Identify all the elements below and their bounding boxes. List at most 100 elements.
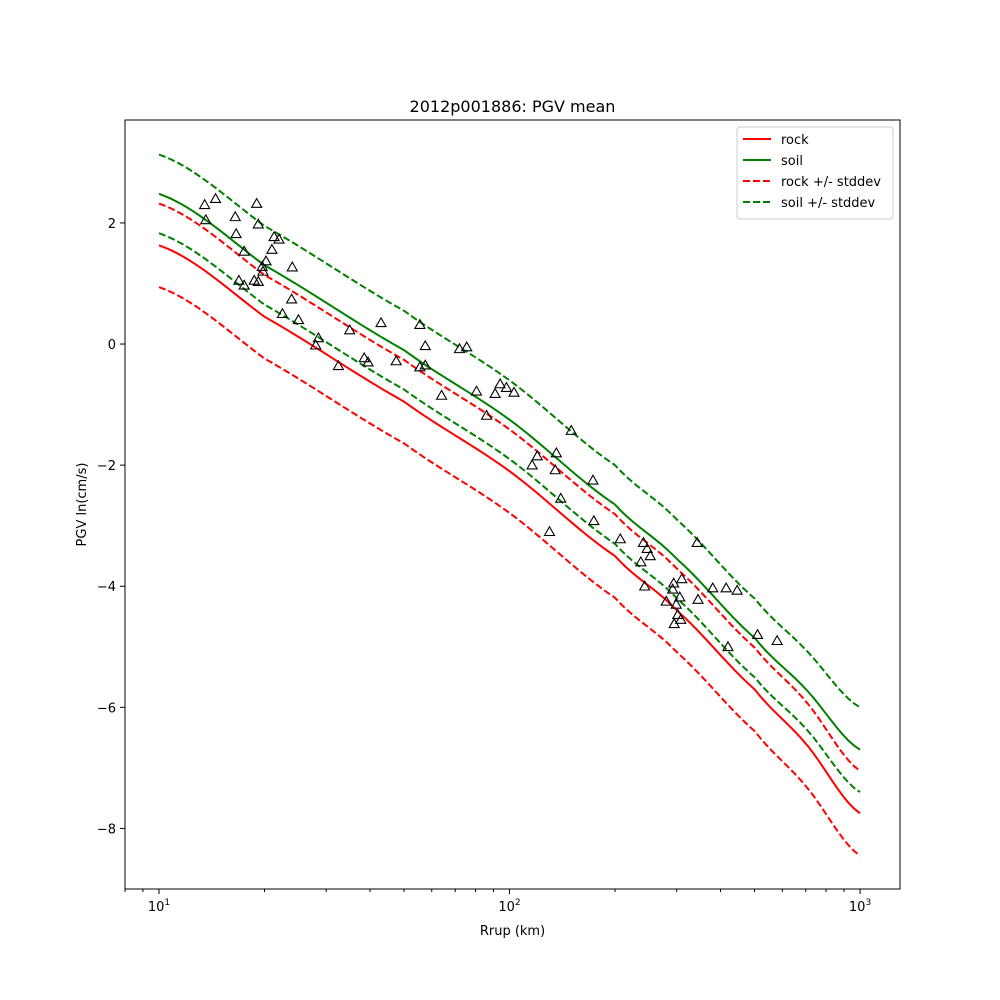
observation-point <box>256 260 269 271</box>
observation-markers <box>198 192 784 652</box>
observation-point <box>691 536 704 547</box>
observation-point <box>660 595 673 606</box>
x-tick-label: 102 <box>498 898 520 915</box>
observation-point <box>273 233 285 244</box>
observation-point <box>641 542 654 554</box>
observation-point <box>489 387 502 398</box>
observation-point <box>343 324 356 335</box>
observation-point <box>230 227 243 239</box>
observation-point <box>286 261 299 272</box>
legend-label: rock +/- stddev <box>781 175 881 190</box>
y-tick-label: −2 <box>97 459 116 474</box>
chart-title: 2012p001886: PGV mean <box>410 97 616 116</box>
y-tick-label: −6 <box>97 701 116 716</box>
series-line-4 <box>158 153 861 709</box>
observation-point <box>692 593 704 604</box>
observation-point <box>638 580 651 591</box>
observation-point <box>470 385 483 396</box>
observation-point <box>460 340 473 352</box>
x-axis-label: Rrup (km) <box>480 924 545 939</box>
observation-point <box>198 198 211 210</box>
observation-point <box>413 318 426 329</box>
observation-point <box>494 377 507 389</box>
observation-point <box>232 274 245 285</box>
observation-point <box>614 532 627 544</box>
observation-point <box>238 245 251 256</box>
observation-point <box>667 577 680 588</box>
plot-frame <box>124 119 901 890</box>
observation-point <box>276 307 289 319</box>
observation-point <box>209 192 222 204</box>
observation-point <box>706 581 719 593</box>
x-axis: 101 102 103 <box>124 889 871 915</box>
plot-lines <box>158 153 861 857</box>
observation-point <box>644 549 657 561</box>
observation-point <box>554 492 567 503</box>
observation-point <box>480 409 493 420</box>
observation-point <box>268 230 281 242</box>
series-line-2 <box>158 202 861 772</box>
y-tick-label: −4 <box>97 580 116 595</box>
observation-point <box>199 213 212 225</box>
observation-point <box>265 243 278 254</box>
observation-point <box>722 640 734 652</box>
observation-point <box>419 359 432 370</box>
observation-point <box>252 275 265 286</box>
y-tick-label: 2 <box>108 217 116 232</box>
observation-point <box>453 342 466 354</box>
series-line-3 <box>158 286 861 857</box>
observation-point <box>587 474 599 485</box>
legend: rock soil rock +/- stddev soil +/- stddev <box>736 126 894 220</box>
legend-label: rock <box>781 133 809 148</box>
series-line-5 <box>158 232 861 793</box>
observation-point <box>587 514 600 526</box>
observation-point <box>362 356 375 367</box>
observation-point <box>238 279 251 290</box>
observation-point <box>419 339 432 351</box>
observation-point <box>673 591 686 602</box>
observation-point <box>285 293 298 304</box>
observation-point <box>526 459 539 470</box>
observation-point <box>312 331 325 343</box>
observation-point <box>531 449 544 461</box>
observation-point <box>771 634 784 646</box>
observation-point <box>720 581 733 593</box>
y-axis: 2 0 −2 −4 −6 −8 <box>97 217 125 837</box>
observation-point <box>637 536 650 547</box>
observation-point <box>543 525 556 537</box>
observation-point <box>634 555 647 567</box>
observation-point <box>751 628 764 639</box>
observation-point <box>332 359 345 371</box>
observation-point <box>731 584 744 595</box>
observation-point <box>435 389 448 400</box>
y-axis-label: PGV ln(cm/s) <box>75 463 90 547</box>
observation-point <box>250 197 263 208</box>
series-line-1 <box>158 192 861 751</box>
observation-point <box>260 254 272 266</box>
observation-point <box>358 351 371 363</box>
y-tick-label: −8 <box>97 822 116 837</box>
x-tick-label: 101 <box>148 898 170 915</box>
legend-box <box>736 126 894 220</box>
observation-point <box>309 339 322 350</box>
observation-point <box>375 316 387 328</box>
observation-point <box>252 218 265 229</box>
x-tick-label: 103 <box>849 898 871 915</box>
observation-point <box>413 360 426 372</box>
series-line-0 <box>158 244 861 815</box>
y-tick-label: 0 <box>108 338 116 353</box>
observation-point <box>565 424 578 435</box>
observation-point <box>550 446 563 458</box>
observation-point <box>390 354 403 366</box>
observation-point <box>674 613 687 624</box>
observation-point <box>675 572 688 584</box>
observation-point <box>257 265 269 276</box>
observation-point <box>671 608 684 620</box>
observation-point <box>229 210 242 222</box>
legend-label: soil <box>781 154 803 169</box>
observation-point <box>670 598 683 609</box>
observation-point <box>500 381 513 392</box>
observation-point <box>292 313 305 325</box>
observation-point <box>666 583 679 594</box>
